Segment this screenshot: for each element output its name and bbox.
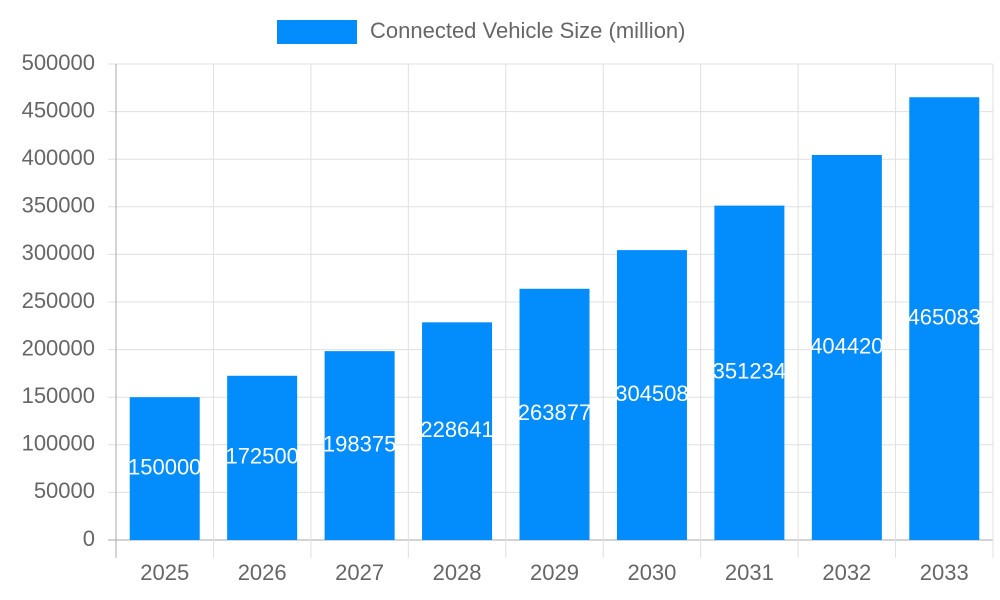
y-tick-label: 500000 <box>22 50 95 75</box>
data-label: 150000 <box>128 454 201 479</box>
x-tick-label: 2028 <box>433 560 482 585</box>
y-tick-label: 150000 <box>22 383 95 408</box>
y-tick-label: 50000 <box>34 478 95 503</box>
y-tick-label: 0 <box>83 526 95 551</box>
x-tick-label: 2033 <box>920 560 969 585</box>
y-tick-label: 200000 <box>22 335 95 360</box>
x-tick-label: 2029 <box>530 560 579 585</box>
data-label: 404420 <box>810 333 883 358</box>
bar <box>422 322 493 540</box>
legend-label: Connected Vehicle Size (million) <box>370 18 686 43</box>
bar <box>519 288 590 540</box>
bar <box>324 351 395 540</box>
x-tick-label: 2025 <box>140 560 189 585</box>
bar <box>714 205 785 540</box>
data-label: 465083 <box>908 304 981 329</box>
data-label: 263877 <box>518 400 591 425</box>
y-tick-label: 100000 <box>22 431 95 456</box>
y-tick-label: 400000 <box>22 145 95 170</box>
bar <box>811 154 882 540</box>
data-label: 198375 <box>323 431 396 456</box>
y-tick-label: 300000 <box>22 240 95 265</box>
x-tick-label: 2027 <box>335 560 384 585</box>
bars <box>129 97 980 541</box>
legend-swatch <box>277 20 357 44</box>
data-label: 228641 <box>420 417 493 442</box>
bar <box>129 397 200 540</box>
data-label: 304508 <box>615 381 688 406</box>
bar <box>909 97 980 541</box>
x-tick-label: 2031 <box>725 560 774 585</box>
x-tick-label: 2032 <box>822 560 871 585</box>
data-label: 351234 <box>713 359 786 384</box>
x-tick-label: 2030 <box>627 560 676 585</box>
y-tick-label: 450000 <box>22 97 95 122</box>
bar <box>227 375 298 540</box>
y-tick-label: 350000 <box>22 193 95 218</box>
labels: Connected Vehicle Size (million) 0 50000 10… <box>22 18 981 585</box>
x-tick-label: 2026 <box>238 560 287 585</box>
data-label: 172500 <box>225 444 298 469</box>
y-tick-label: 250000 <box>22 288 95 313</box>
bar <box>616 250 687 540</box>
